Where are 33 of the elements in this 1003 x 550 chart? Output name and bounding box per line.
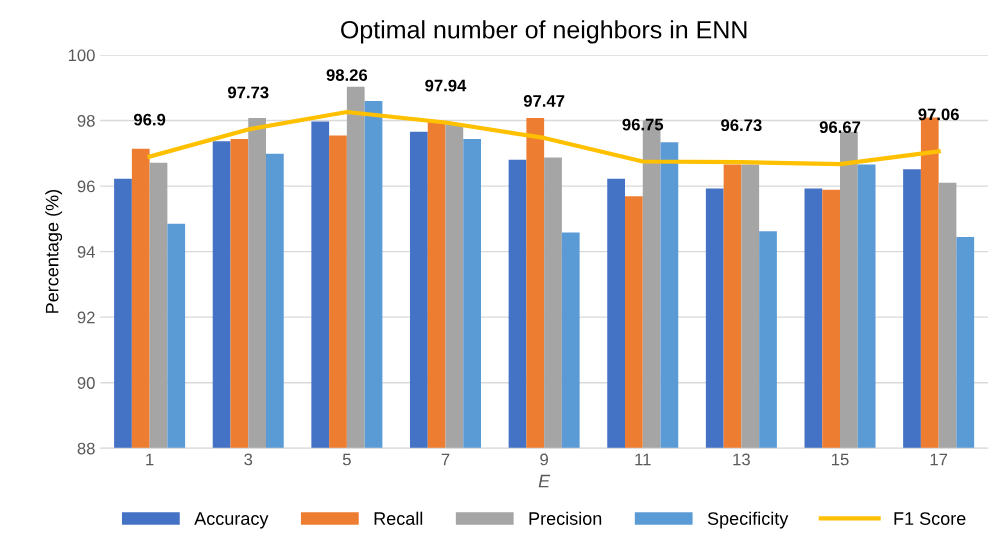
data-label: 96.9: [133, 113, 166, 126]
x-tick-label: 15: [832, 453, 849, 466]
y-tick-label: 96: [77, 180, 95, 193]
legend-label: Accuracy: [194, 512, 269, 529]
y-tick-label: 98: [77, 114, 95, 127]
legend-label: Recall: [374, 511, 423, 525]
x-tick-label: 7: [441, 453, 450, 466]
legend-label: Precision: [529, 511, 602, 525]
data-label: 97.73: [227, 86, 269, 99]
y-tick-label: 90: [77, 377, 95, 389]
data-label: 97.94: [425, 79, 467, 92]
x-tick-label: 13: [733, 453, 750, 466]
data-label: 96.67: [819, 121, 861, 134]
x-tick-label: 17: [930, 453, 948, 466]
x-tick-label: 1: [146, 453, 154, 466]
chart-title: Optimal number of neighbors in ENN: [341, 20, 747, 44]
x-tick-label: 5: [342, 453, 351, 466]
x-tick-label: 9: [540, 453, 548, 466]
data-label: 96.73: [721, 119, 762, 132]
y-tick-label: 88: [77, 442, 95, 455]
y-tick-label: 92: [77, 311, 95, 324]
x-axis-title: E: [538, 474, 551, 488]
y-tick-label: 100: [68, 49, 95, 62]
data-label: 97.06: [918, 108, 959, 121]
x-tick-label: 3: [244, 453, 253, 466]
y-axis-title: Percentage (%): [45, 190, 63, 313]
y-tick-label: 94: [77, 246, 95, 258]
data-label: 96.75: [622, 118, 664, 131]
legend-label: F1 Score: [894, 512, 966, 525]
legend-label: Specificity: [707, 511, 789, 529]
data-label: 98.26: [326, 69, 368, 81]
x-tick-label: 11: [635, 453, 651, 466]
data-label: 97.47: [523, 95, 565, 107]
